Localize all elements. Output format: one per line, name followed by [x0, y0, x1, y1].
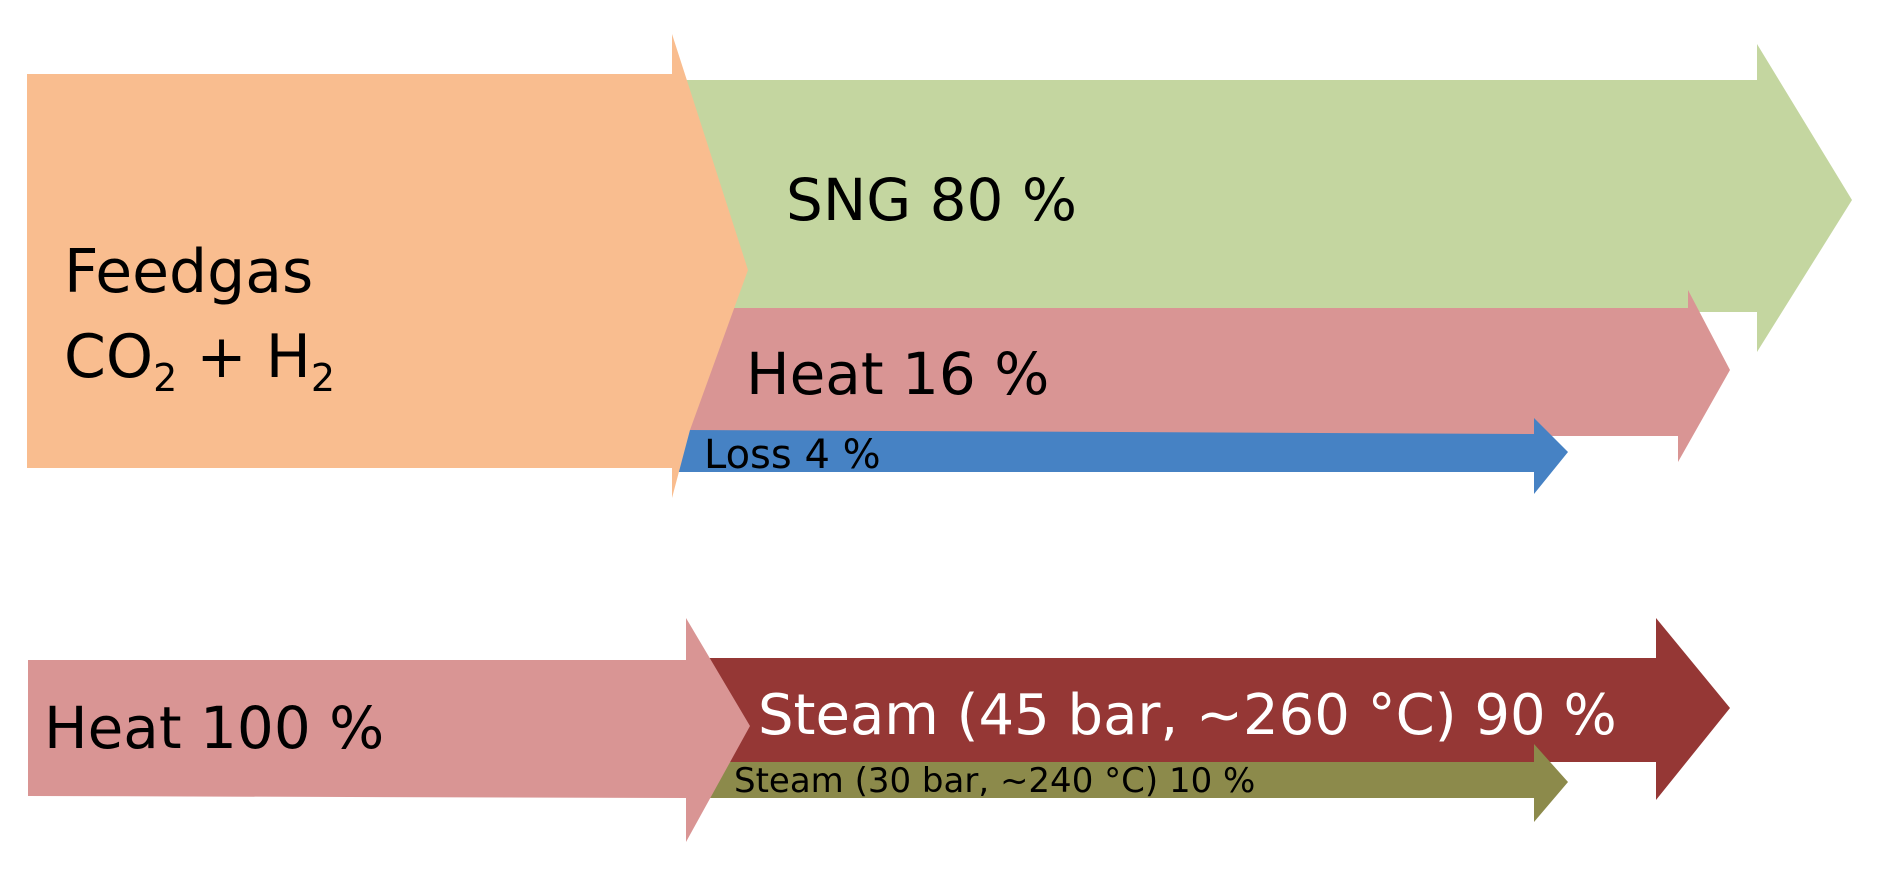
- steam-45bar-label: Steam (45 bar, ~260 °C) 90 %: [758, 683, 1617, 748]
- loss-arrow: [676, 418, 1568, 494]
- heat-100-label: Heat 100 %: [44, 694, 384, 762]
- steam-45bar-arrow: [708, 618, 1730, 800]
- feedgas-arrow: [27, 34, 748, 498]
- heat-16-arrow: [686, 290, 1730, 462]
- heat-16-label: Heat 16 %: [746, 340, 1049, 408]
- loss-label: Loss 4 %: [704, 432, 881, 478]
- steam-30bar-arrow: [708, 744, 1568, 822]
- sng-arrow: [676, 44, 1852, 352]
- steam-30bar-label: Steam (30 bar, ~240 °C) 10 %: [734, 761, 1255, 801]
- heat-100-arrow: [28, 618, 750, 842]
- feedgas-label: Feedgas: [64, 237, 313, 307]
- feedgas-formula: CO2 + H2: [64, 322, 335, 400]
- sng-label: SNG 80 %: [786, 166, 1077, 234]
